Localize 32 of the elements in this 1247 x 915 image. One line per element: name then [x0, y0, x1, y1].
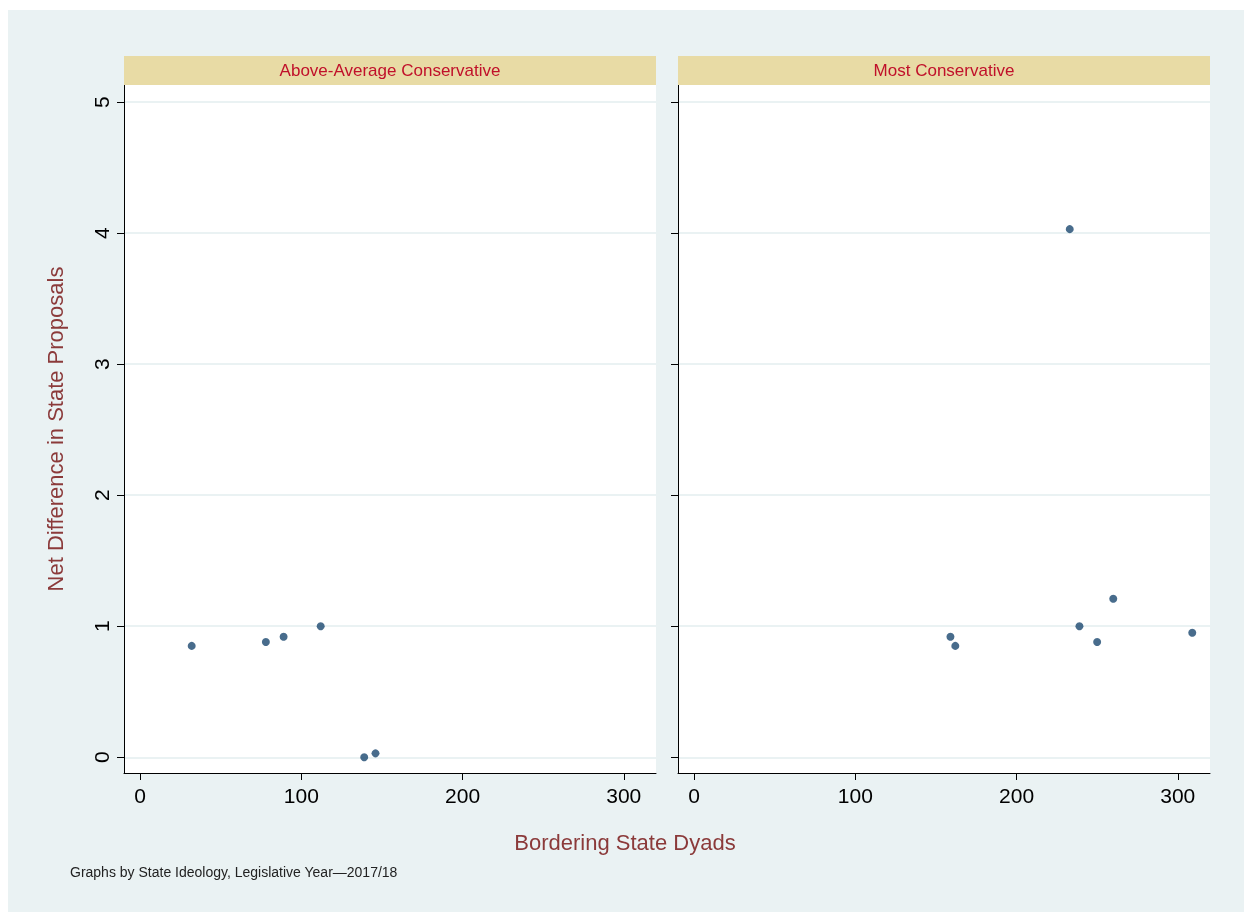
point	[946, 632, 955, 641]
point	[1109, 594, 1118, 603]
x-tick-label: 200	[445, 784, 481, 807]
y-tick-label: 2	[90, 489, 113, 502]
x-tick-label: 0	[134, 784, 146, 807]
x-tick-label: 200	[999, 784, 1035, 807]
point	[951, 641, 960, 650]
text: Graphs by State Ideology, Legislative Year—2017/18	[70, 864, 398, 880]
y-tick-label: 3	[90, 358, 113, 370]
point	[261, 637, 270, 646]
point	[371, 749, 380, 758]
y-tick-label: 0	[90, 751, 113, 764]
point	[187, 641, 196, 650]
y-axis-title: Net Difference in State Proposals	[42, 266, 68, 592]
chart-title: Above-Average Conservative	[124, 56, 656, 85]
point	[1093, 637, 1102, 646]
chart-title: Most Conservative	[678, 56, 1210, 85]
y-tick-label: 1	[90, 620, 113, 633]
point	[360, 753, 369, 762]
x-tick-label: 300	[606, 784, 642, 807]
x-axis-title: Bordering State Dyads	[513, 830, 737, 856]
x-tick-label: 100	[837, 784, 873, 807]
point	[279, 632, 288, 641]
point	[1065, 225, 1074, 234]
x-tick-label: 100	[283, 784, 319, 807]
point	[1075, 622, 1084, 631]
y-tick-label: 5	[90, 96, 113, 108]
y-tick-label: 4	[90, 226, 113, 239]
x-tick-label: 0	[688, 784, 700, 807]
point	[316, 622, 325, 631]
point	[1188, 628, 1197, 637]
x-tick-label: 300	[1160, 784, 1196, 807]
